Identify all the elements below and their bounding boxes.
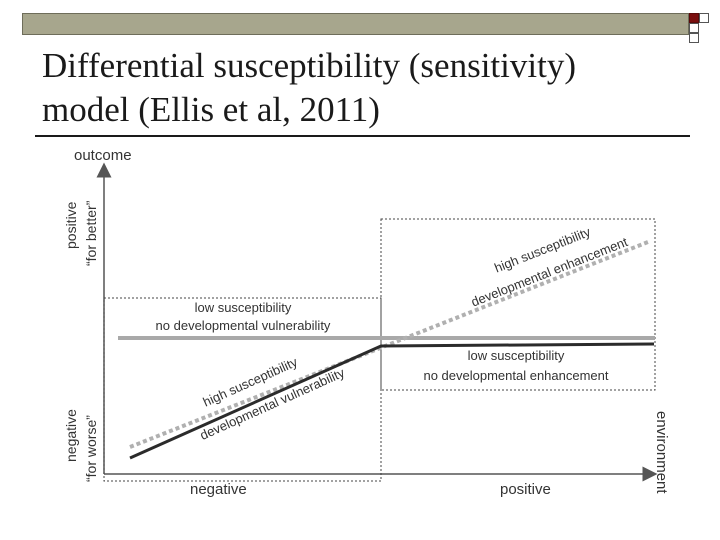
low-susceptibility-left-box [103, 297, 382, 482]
y-negative-sub-label: “for worse” [83, 415, 99, 482]
high-susceptibility-right-box [380, 218, 656, 391]
y-negative-label: negative [63, 409, 79, 462]
high-susceptibility-dark-line [129, 342, 655, 460]
title-line-1: Differential susceptibility (sensitivity… [42, 46, 576, 85]
slide-title: Differential susceptibility (sensitivity… [42, 44, 692, 132]
y-positive-label: positive [63, 201, 79, 249]
low-left-line1: low susceptibility [195, 300, 292, 315]
y-positive-sub-label: “for better” [83, 200, 99, 266]
corner-square-white [689, 33, 699, 43]
title-bar-decoration [22, 13, 689, 35]
corner-square-white [699, 13, 709, 23]
x-negative-label: negative [190, 481, 247, 498]
title-line-2: model (Ellis et al, 2011) [42, 90, 380, 129]
corner-square-red [689, 13, 699, 23]
low-left-line2: no developmental vulnerability [156, 318, 331, 333]
low-right-line2: no developmental enhancement [423, 368, 608, 383]
x-axis-label: environment [653, 411, 670, 494]
low-right-line1: low susceptibility [468, 348, 565, 363]
high-susceptibility-dotted-line [129, 240, 649, 449]
corner-square-white [689, 23, 699, 33]
y-axis-label: outcome [74, 147, 132, 164]
title-underline [35, 135, 690, 137]
x-positive-label: positive [500, 481, 551, 498]
